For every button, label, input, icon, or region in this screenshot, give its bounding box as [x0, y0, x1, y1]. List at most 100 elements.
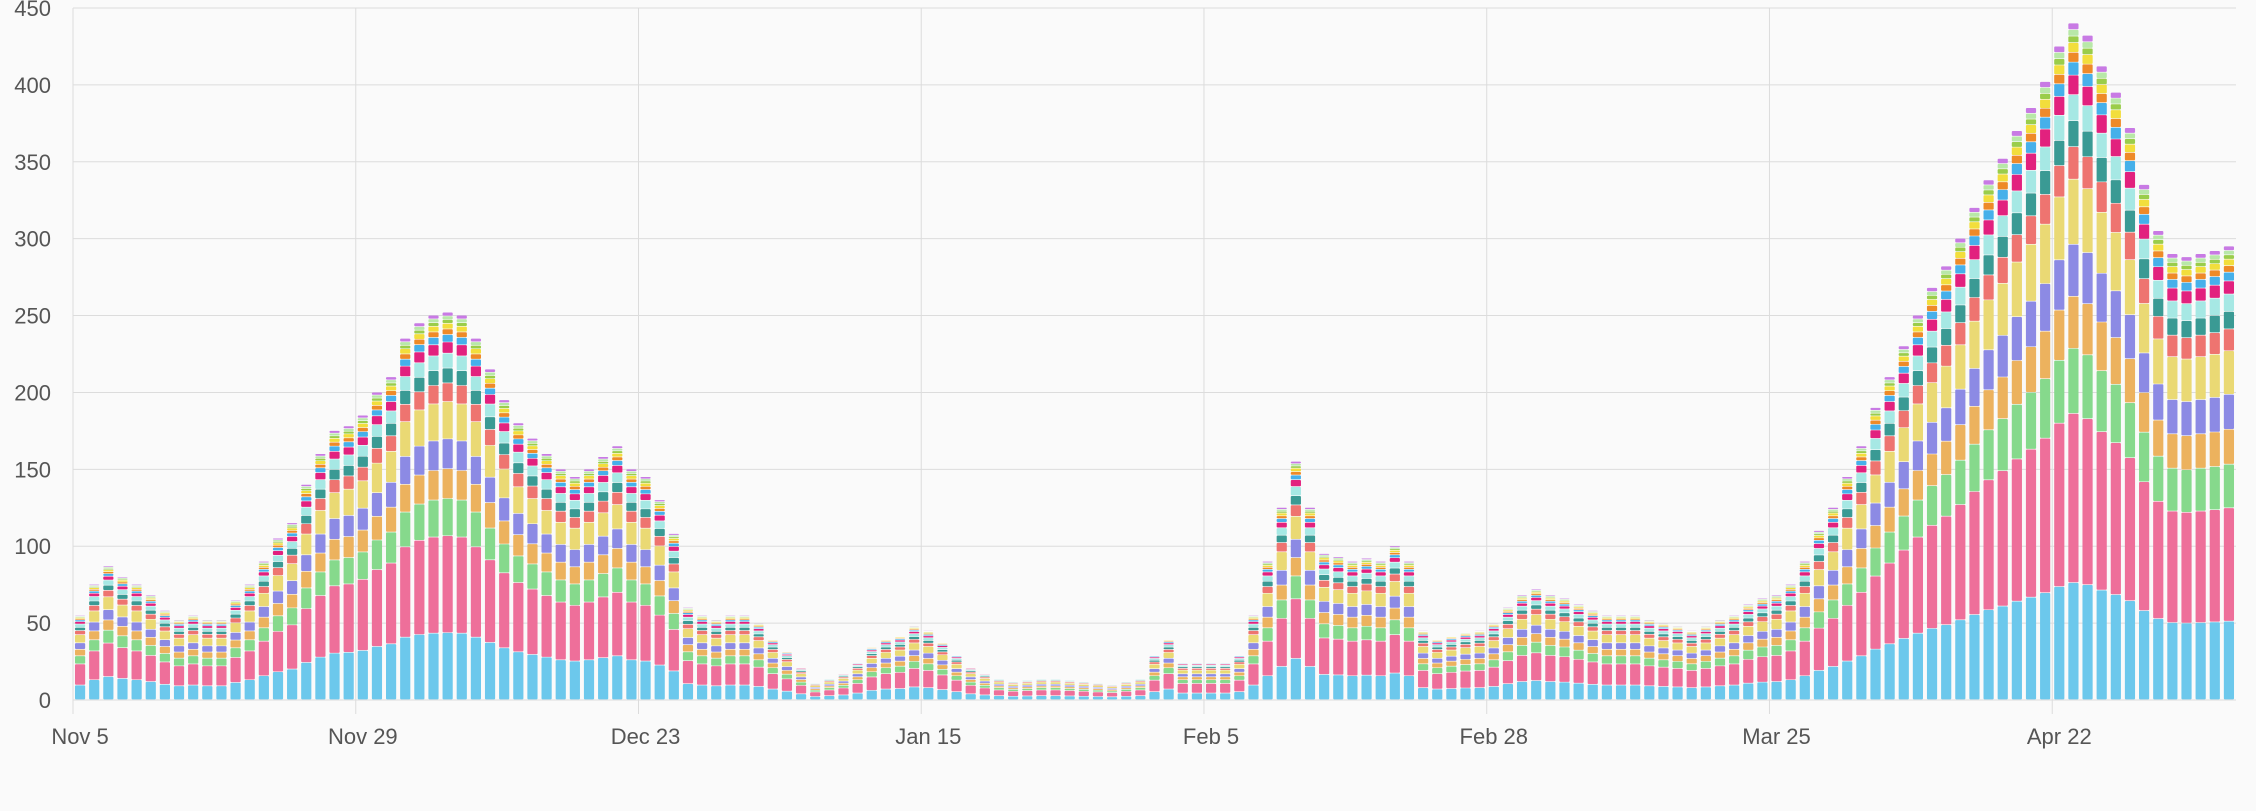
bar-segment — [146, 603, 156, 605]
bar-segment — [1743, 683, 1753, 699]
bar-stack — [782, 652, 792, 699]
bar-segment — [570, 606, 580, 661]
bar-segment — [556, 602, 566, 659]
bar-segment — [1955, 425, 1965, 460]
bar-segment — [2210, 260, 2220, 264]
bar-segment — [2111, 595, 2121, 700]
bar-stack — [527, 439, 537, 700]
bar-segment — [612, 449, 622, 451]
bar-stack — [1927, 288, 1937, 700]
bar-segment — [301, 501, 311, 507]
bar-segment — [640, 494, 650, 500]
bar-segment — [1263, 617, 1273, 627]
bar-segment — [1814, 531, 1824, 532]
bar-segment — [640, 490, 650, 494]
bar-segment — [471, 359, 481, 365]
bar-segment — [853, 670, 863, 673]
bar-segment — [1093, 686, 1103, 687]
bar-segment — [1757, 617, 1767, 621]
bar-segment — [2012, 175, 2022, 191]
bar-segment — [2097, 73, 2107, 78]
bar-segment — [1135, 681, 1145, 682]
bar-segment — [1220, 666, 1230, 667]
bar-segment — [2097, 115, 2107, 133]
bar-segment — [1036, 682, 1046, 684]
bar-segment — [372, 410, 382, 415]
bar-stack — [1390, 546, 1400, 699]
bar-segment — [1460, 665, 1470, 671]
bar-segment — [1531, 681, 1541, 700]
bar-segment — [160, 616, 170, 617]
bar-segment — [626, 545, 636, 562]
bar-segment — [273, 591, 283, 603]
bar-segment — [626, 472, 636, 474]
bar-segment — [471, 457, 481, 484]
bar-segment — [315, 596, 325, 657]
bar-segment — [951, 665, 961, 669]
bar-segment — [259, 617, 269, 627]
bar-segment — [1418, 636, 1428, 637]
bar-segment — [556, 469, 566, 471]
bar-segment — [1347, 568, 1357, 569]
bar-segment — [146, 646, 156, 655]
bar-segment — [598, 471, 608, 475]
bar-segment — [428, 471, 438, 500]
bar-segment — [160, 631, 170, 639]
bar-segment — [1941, 625, 1951, 699]
bar-segment — [1616, 635, 1626, 643]
bar-segment — [245, 601, 255, 605]
bar-segment — [188, 628, 198, 631]
bar-segment — [513, 652, 523, 699]
bar-segment — [117, 586, 127, 589]
bar-segment — [1786, 606, 1796, 611]
bar-segment — [259, 641, 269, 675]
bar-stack — [1234, 655, 1244, 699]
bar-segment — [2040, 438, 2050, 592]
bar-segment — [513, 435, 523, 438]
bar-segment — [400, 405, 410, 422]
bar-segment — [2026, 216, 2036, 244]
bar-segment — [923, 664, 933, 670]
bar-segment — [923, 659, 933, 664]
bar-stack — [358, 416, 368, 700]
bar-segment — [1998, 174, 2008, 181]
bar-segment — [1531, 625, 1541, 633]
bar-segment — [146, 600, 156, 601]
bar-segment — [527, 444, 537, 446]
bar-segment — [1687, 659, 1697, 664]
bar-segment — [1658, 628, 1668, 629]
bar-segment — [1602, 618, 1612, 619]
bar-segment — [669, 630, 679, 671]
bar-segment — [202, 623, 212, 624]
bar-segment — [1687, 638, 1697, 640]
bar-segment — [1376, 582, 1386, 587]
bar-segment — [344, 558, 354, 584]
bar-segment — [1277, 536, 1287, 543]
bar-segment — [230, 611, 240, 614]
bar-segment — [1588, 627, 1598, 631]
bar-segment — [1065, 683, 1075, 684]
bar-segment — [655, 596, 665, 615]
bar-segment — [2210, 467, 2220, 510]
bar-segment — [2139, 611, 2149, 700]
bar-segment — [1036, 684, 1046, 685]
bar-segment — [923, 638, 933, 640]
bar-segment — [188, 624, 198, 627]
bar-segment — [1376, 570, 1386, 572]
bar-stack — [1206, 664, 1216, 700]
bar-segment — [358, 416, 368, 418]
bar-segment — [612, 461, 622, 465]
bar-segment — [513, 444, 523, 451]
bar-stack — [2167, 254, 2177, 699]
bar-segment — [598, 459, 608, 461]
bar-segment — [1984, 350, 1994, 389]
bar-segment — [853, 665, 863, 666]
bar-segment — [542, 473, 552, 479]
bar-segment — [1574, 609, 1584, 610]
bar-segment — [174, 658, 184, 665]
bar-segment — [1234, 665, 1244, 669]
bar-segment — [655, 512, 665, 515]
bar-segment — [75, 643, 85, 649]
bar-segment — [499, 469, 509, 497]
